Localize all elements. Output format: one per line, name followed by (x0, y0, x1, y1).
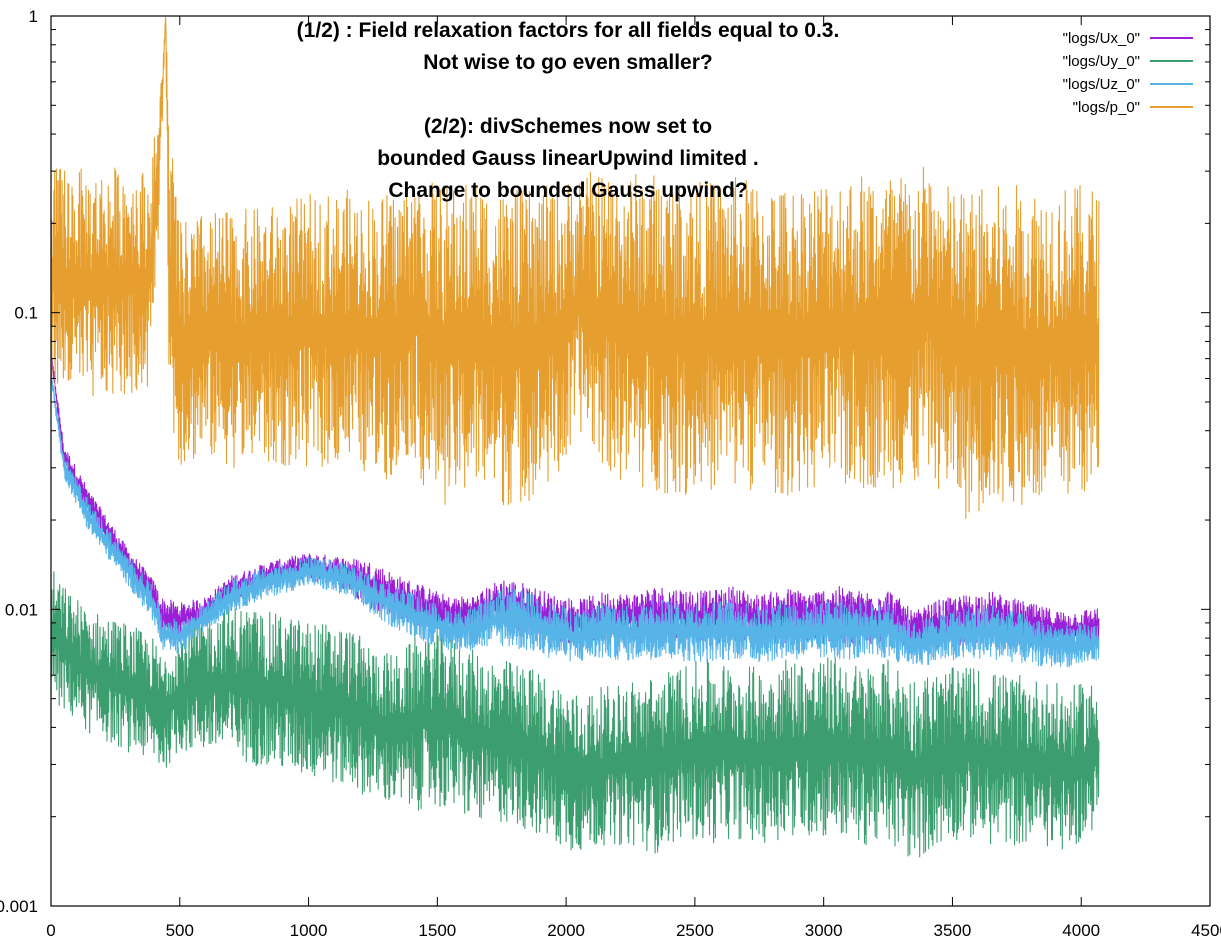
y-tick-label-3: 1 (29, 7, 38, 26)
plot-frame (50, 15, 1211, 907)
annotation-line-6: Change to bounded Gauss upwind? (388, 179, 747, 202)
x-tick-label-3: 1500 (418, 921, 456, 940)
legend-label-2: "logs/Uz_0" (1063, 76, 1140, 93)
annotation-line-2: Not wise to go even smaller? (423, 51, 712, 74)
annotation-layer: (1/2) : Field relaxation factors for all… (297, 19, 840, 202)
x-tick-label-5: 2500 (676, 921, 714, 940)
x-tick-label-4: 2000 (547, 921, 585, 940)
annotation-line-4: (2/2): divSchemes now set to (424, 115, 712, 138)
x-tick-label-8: 4000 (1062, 921, 1100, 940)
legend-label-1: "logs/Uy_0" (1063, 53, 1140, 70)
y-tick-label-2: 0.1 (14, 304, 38, 323)
legend-label-3: "logs/p_0" (1073, 99, 1140, 116)
x-tick-label-6: 3000 (805, 921, 843, 940)
series-line-2 (50, 374, 1100, 668)
series-line-3 (50, 17, 1100, 519)
x-tick-label-7: 3500 (934, 921, 972, 940)
y-tick-label-1: 0.01 (5, 600, 38, 619)
legend-label-0: "logs/Ux_0" (1063, 30, 1140, 47)
legend: "logs/Ux_0" "logs/Uy_0" "logs/Uz_0" "logs/p… (1063, 30, 1193, 116)
x-tick-label-0: 0 (46, 921, 55, 940)
x-tick-label-2: 1000 (290, 921, 328, 940)
series-layer (50, 17, 1100, 858)
y-tick-label-0: 0.001 (0, 897, 38, 916)
x-tick-label-1: 500 (166, 921, 194, 940)
annotation-line-1: (1/2) : Field relaxation factors for all… (297, 19, 840, 42)
annotation-line-5: bounded Gauss linearUpwind limited . (377, 147, 759, 170)
series-line-1 (50, 571, 1100, 858)
